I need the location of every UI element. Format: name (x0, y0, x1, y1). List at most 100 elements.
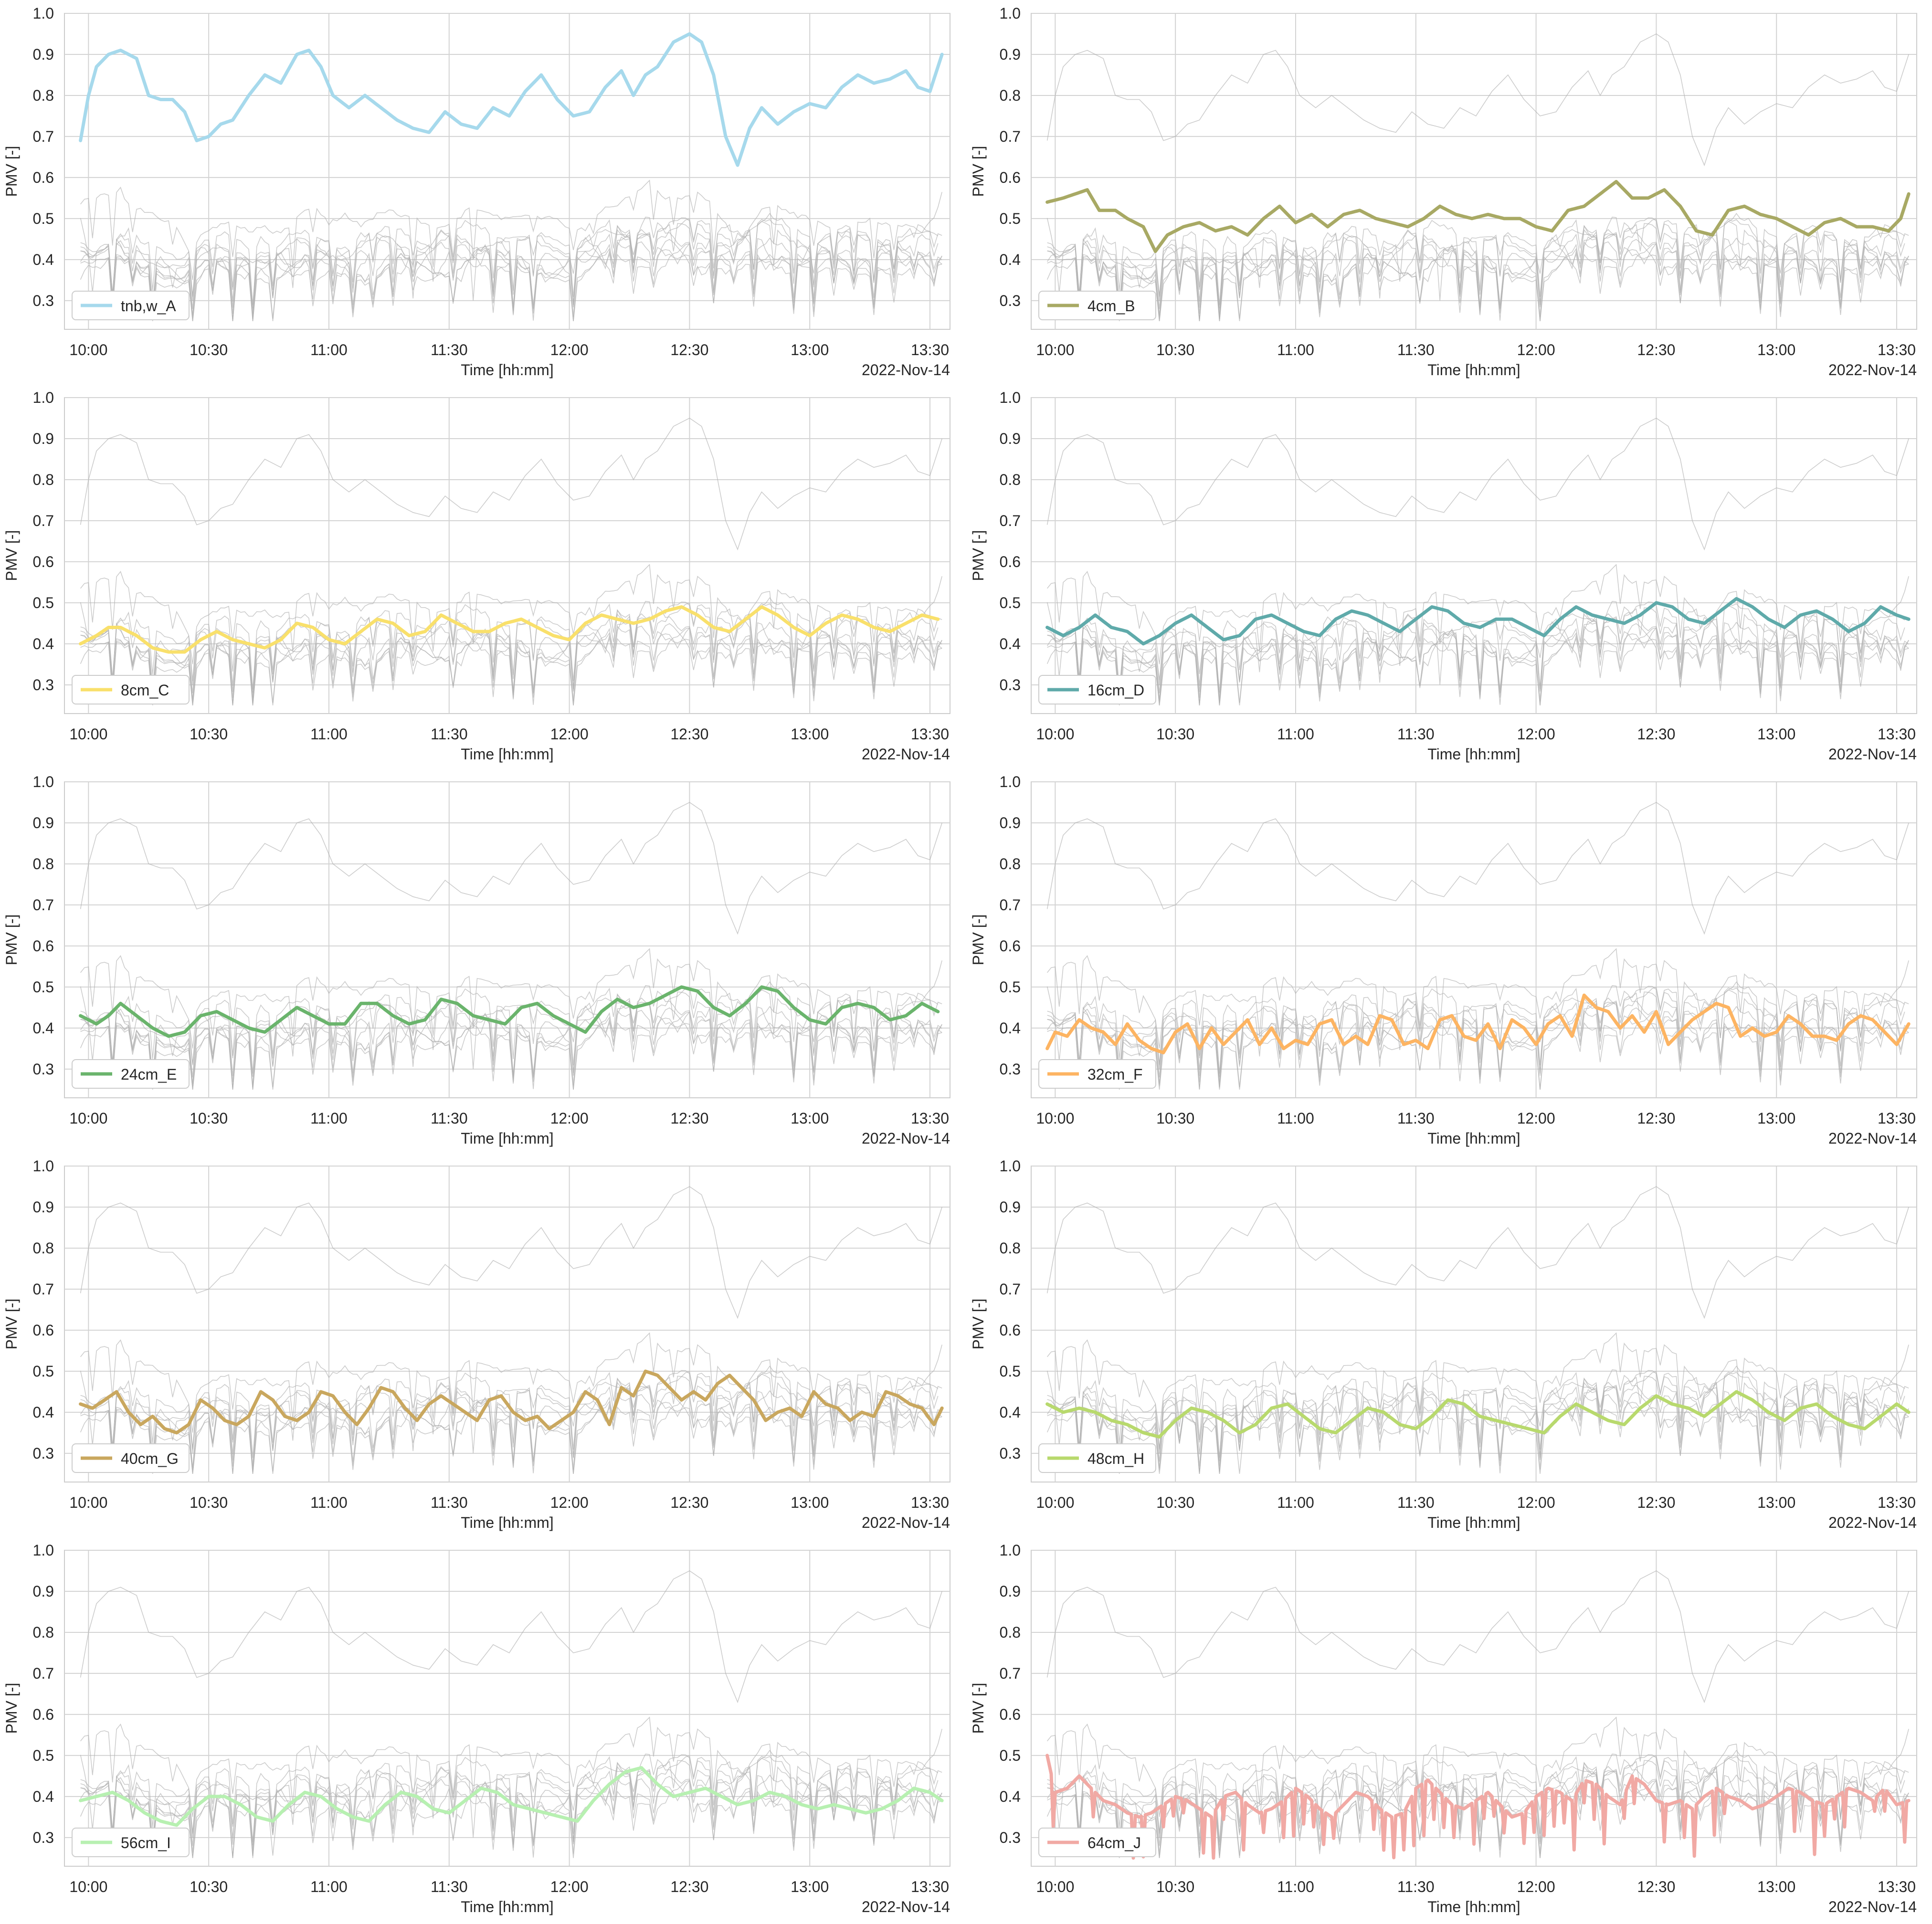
background-line-4cm_B (1046, 564, 1909, 664)
legend-box (1038, 291, 1156, 320)
x-tick-label: 11:30 (1397, 725, 1435, 743)
x-tick-label: 10:30 (190, 1110, 228, 1127)
y-tick-label: 1.0 (33, 1542, 54, 1559)
x-tick-label: 13:00 (1757, 1110, 1795, 1127)
series-line-8cm_C (79, 605, 940, 654)
axes-frame (1031, 1166, 1917, 1482)
y-tick-label: 0.4 (1000, 1020, 1021, 1037)
y-tick-label: 0.6 (33, 1322, 54, 1339)
series-line-24cm_E (79, 985, 940, 1038)
y-tick-label: 0.6 (33, 1706, 54, 1723)
date-label: 2022-Nov-14 (1828, 1514, 1917, 1531)
x-tick-label: 12:30 (1637, 1494, 1675, 1511)
y-tick-label: 1.0 (1000, 773, 1021, 790)
legend-label: 40cm_G (121, 1450, 179, 1467)
y-tick-label: 0.3 (1000, 676, 1021, 694)
y-tick-label: 0.3 (33, 1445, 54, 1462)
x-axis-label: Time [hh:mm] (461, 746, 553, 763)
legend: 64cm_J (1038, 1828, 1156, 1857)
y-tick-label: 0.7 (1000, 1665, 1021, 1682)
y-tick-label: 0.3 (1000, 1445, 1021, 1462)
y-tick-label: 0.8 (1000, 1240, 1021, 1257)
y-tick-label: 0.4 (1000, 1404, 1021, 1421)
y-tick-label: 1.0 (1000, 389, 1021, 406)
background-line-40cm_G (1047, 217, 1909, 321)
panel-grid: 0.3 0.4 0.5 0.6 0.7 0.8 0.9 1.0 10:00 10:30 11:00 1… (3, 5, 1917, 1915)
legend-box (1038, 1059, 1156, 1089)
y-axis-label: PMV [-] (970, 915, 987, 966)
panel-56cm-i: 0.3 0.4 0.5 0.6 0.7 0.8 0.9 1.0 10:00 10:30 11:00 1… (3, 1542, 950, 1915)
y-tick-label: 0.9 (33, 430, 54, 447)
x-tick-label: 11:30 (431, 341, 468, 358)
y-tick-label: 1.0 (33, 5, 54, 22)
x-tick-label: 11:00 (1277, 1494, 1314, 1511)
y-tick-label: 0.8 (33, 471, 54, 488)
x-tick-label: 13:30 (911, 1110, 949, 1127)
x-tick-label: 13:30 (911, 1494, 949, 1511)
legend-label: tnb,w_A (121, 297, 176, 315)
y-tick-label: 0.5 (1000, 594, 1021, 611)
y-tick-label: 0.8 (33, 1624, 54, 1641)
background-line-tnb,w_A (80, 1186, 942, 1319)
legend-box (1038, 1443, 1156, 1473)
x-tick-label: 13:30 (1878, 341, 1916, 358)
y-tick-label: 0.5 (33, 594, 54, 611)
x-tick-label: 11:30 (431, 1494, 468, 1511)
legend-label: 32cm_F (1087, 1066, 1143, 1083)
background-line-24cm_E (80, 1370, 939, 1466)
x-tick-label: 10:30 (190, 725, 228, 743)
date-label: 2022-Nov-14 (862, 1130, 950, 1147)
background-line-40cm_G (1047, 601, 1909, 705)
y-tick-label: 0.9 (1000, 814, 1021, 831)
background-line-4cm_B (1046, 1332, 1909, 1433)
x-tick-label: 12:00 (550, 1494, 589, 1511)
x-tick-label: 12:00 (550, 725, 589, 743)
series-line-64cm_J (1045, 1754, 1911, 1860)
x-tick-label: 11:00 (310, 1494, 348, 1511)
background-line-16cm_D (1047, 1749, 1909, 1842)
x-tick-label: 13:00 (791, 1494, 829, 1511)
background-line-24cm_E (1047, 986, 1905, 1082)
date-label: 2022-Nov-14 (862, 746, 950, 763)
y-tick-label: 0.8 (1000, 1624, 1021, 1641)
background-series-group (1046, 1186, 1909, 1474)
series-line-40cm_G (79, 1369, 944, 1435)
background-line-8cm_C (1046, 1757, 1905, 1838)
panel-tnb-w-a: 0.3 0.4 0.5 0.6 0.7 0.8 0.9 1.0 10:00 10:30 11:00 1… (3, 5, 950, 378)
x-tick-label: 13:30 (1878, 1878, 1916, 1895)
x-tick-label: 10:30 (1156, 1110, 1194, 1127)
legend-box (72, 291, 190, 320)
x-tick-label: 12:30 (1637, 341, 1675, 358)
background-line-40cm_G (80, 601, 942, 705)
background-line-4cm_B (80, 1716, 942, 1817)
background-line-tnb,w_A (1046, 418, 1909, 551)
background-line-8cm_C (1046, 1373, 1905, 1453)
y-tick-label: 0.7 (33, 896, 54, 914)
y-tick-label: 0.8 (1000, 471, 1021, 488)
background-line-40cm_G (1047, 985, 1909, 1090)
date-label: 2022-Nov-14 (862, 1898, 950, 1915)
x-tick-label: 10:30 (1156, 1878, 1194, 1895)
series-line-tnb,w_A (79, 32, 944, 167)
y-tick-label: 0.7 (1000, 1281, 1021, 1298)
date-label: 2022-Nov-14 (1828, 746, 1917, 763)
background-line-16cm_D (80, 212, 942, 305)
background-line-16cm_D (1047, 1365, 1909, 1458)
y-tick-label: 1.0 (33, 773, 54, 790)
y-tick-label: 0.5 (1000, 1747, 1021, 1764)
x-tick-label: 10:30 (1156, 1494, 1194, 1511)
x-tick-label: 11:00 (1277, 1110, 1314, 1127)
y-tick-label: 0.3 (1000, 1061, 1021, 1078)
y-tick-label: 0.8 (1000, 87, 1021, 104)
legend: 8cm_C (72, 675, 190, 704)
panel-24cm-e: 0.3 0.4 0.5 0.6 0.7 0.8 0.9 1.0 10:00 10:30 11:00 1… (3, 773, 950, 1147)
axes-frame (64, 1166, 950, 1482)
background-line-tnb,w_A (80, 1570, 942, 1703)
y-tick-label: 0.5 (1000, 1363, 1021, 1380)
legend-box (72, 1828, 190, 1857)
background-line-16cm_D (80, 597, 942, 690)
background-line-24cm_E (1047, 217, 1905, 314)
date-label: 2022-Nov-14 (1828, 1130, 1917, 1147)
background-line-64cm_J (1046, 602, 1909, 705)
